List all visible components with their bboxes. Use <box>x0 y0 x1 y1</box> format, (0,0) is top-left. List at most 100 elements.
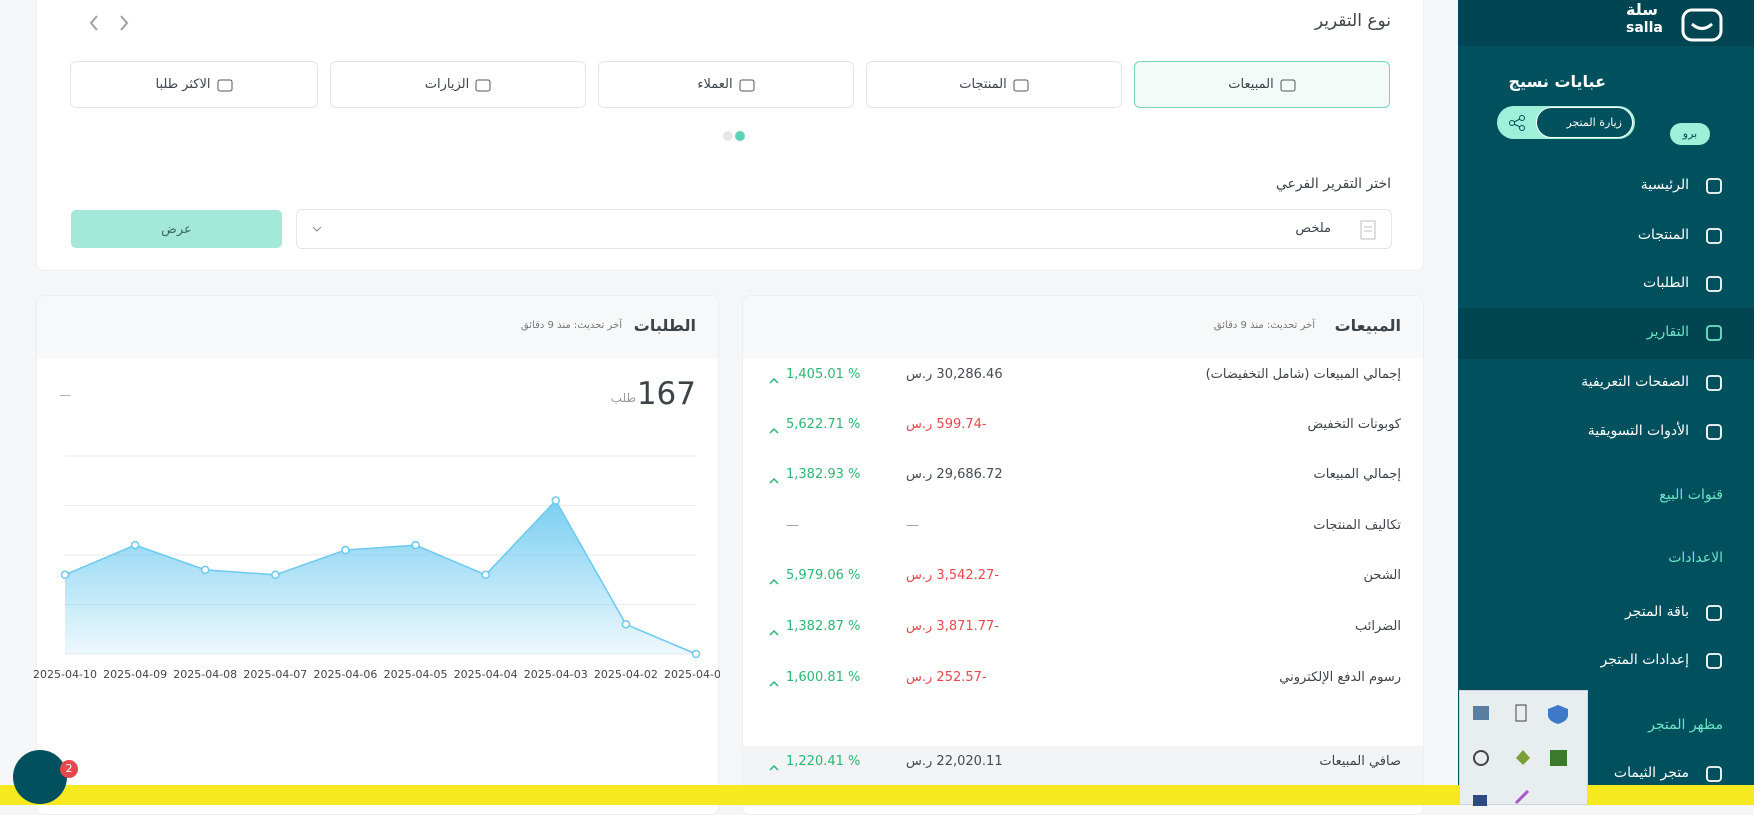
menu-icon <box>1705 765 1723 783</box>
subreport-value: ملخص <box>1295 221 1331 236</box>
row-amount: -252.57 ر.س <box>906 670 987 685</box>
tray-icons[interactable] <box>1460 691 1589 806</box>
menu-icon <box>1705 604 1723 622</box>
chat-button[interactable] <box>13 750 67 804</box>
tab-icon <box>475 79 491 91</box>
row-label: رسوم الدفع الإلكتروني <box>1279 670 1401 685</box>
menu-icon <box>1705 324 1723 342</box>
row-change: — <box>786 518 799 533</box>
plan-badge: برو <box>1670 123 1710 145</box>
trend-arrow <box>769 471 779 484</box>
dot[interactable] <box>723 131 733 141</box>
row-change: 1,382.87 % <box>786 619 861 634</box>
menu-item[interactable]: متجر الثيمات <box>1613 765 1689 781</box>
x-tick-label: 2025-04-07 <box>243 668 307 681</box>
x-tick-label: 2025-04-05 <box>384 668 448 681</box>
orders-chart: 2025-04-01 2025-04-02 2025-04-03 2025-04-04… <box>33 455 720 681</box>
visit-store[interactable]: زيارة المتجر <box>1536 107 1633 138</box>
menu-section[interactable]: مظهر المتجر <box>1648 717 1723 733</box>
row-amount: 22,020.11 ر.س <box>906 754 1003 769</box>
sales-title: المبيعات <box>1334 316 1401 335</box>
view-button[interactable]: عرض <box>71 210 282 248</box>
x-tick-label: 2025-04-09 <box>103 668 167 681</box>
dot-active[interactable] <box>735 131 745 141</box>
menu-item[interactable]: باقة المتجر <box>1624 604 1689 620</box>
report-tab[interactable]: المبيعات <box>1134 61 1390 108</box>
store-name: عبايات نسيج <box>1508 72 1606 91</box>
line <box>64 499 697 655</box>
report-tab[interactable]: العملاء <box>598 61 854 108</box>
x-tick-label: 2025-04-02 <box>594 668 658 681</box>
row-change: 5,622.71 % <box>786 417 861 432</box>
menu-item[interactable]: التقارير <box>1646 324 1689 340</box>
menu-icon <box>1705 177 1723 195</box>
report-tab[interactable]: المنتجات <box>866 61 1122 108</box>
row-label: إجمالي المبيعات (شامل التخفيضات) <box>1205 367 1401 382</box>
row-label: صافي المبيعات <box>1319 754 1401 769</box>
menu-icon <box>1705 374 1723 392</box>
row-change: 1,220.41 % <box>786 754 861 769</box>
subreport-select[interactable]: ملخص <box>296 209 1392 249</box>
x-tick-label: 2025-04-10 <box>33 668 97 681</box>
orders-total: 167 <box>636 376 696 412</box>
report-tab[interactable]: الزيارات <box>330 61 586 108</box>
sales-header <box>743 296 1423 358</box>
menu-icon <box>1705 275 1723 293</box>
trend-arrow <box>769 758 779 771</box>
row-label: الشحن <box>1363 568 1401 583</box>
orders-title: الطلبات <box>633 316 696 335</box>
row-label: إجمالي المبيعات <box>1313 467 1401 482</box>
notice-banner <box>0 785 1754 805</box>
tab-label: المبيعات <box>1228 77 1274 92</box>
pager-arrows[interactable] <box>81 11 141 35</box>
row-amount: -599.74 ر.س <box>906 417 987 432</box>
row-amount: 29,686.72 ر.س <box>906 467 1003 482</box>
tab-icon <box>1280 79 1296 91</box>
report-tab[interactable]: الاكثر طلبا <box>70 61 318 108</box>
row-change: 5,979.06 % <box>786 568 861 583</box>
chat-badge: 2 <box>60 760 78 778</box>
point <box>200 565 210 575</box>
sales-updated: آخر تحديث: منذ 9 دقائق <box>1213 320 1315 331</box>
orders-placeholder: — <box>59 388 71 402</box>
tab-icon <box>739 79 755 91</box>
menu-item[interactable]: المنتجات <box>1637 227 1689 243</box>
row-change: 1,382.93 % <box>786 467 861 482</box>
menu-item[interactable]: الرئيسية <box>1640 177 1689 193</box>
active-band <box>1458 308 1754 359</box>
row-change: 1,600.81 % <box>786 670 861 685</box>
row-amount: -3,871.77 ر.س <box>906 619 1000 634</box>
menu-section[interactable]: قنوات البيع <box>1659 487 1723 503</box>
logo-text: سلة <box>1626 0 1658 19</box>
menu-item[interactable]: الطلبات <box>1643 275 1689 291</box>
tab-label: العملاء <box>697 77 733 92</box>
tab-label: الزيارات <box>424 77 470 92</box>
menu-item[interactable]: الصفحات التعريفية <box>1581 374 1689 390</box>
tab-label: المنتجات <box>959 77 1007 92</box>
trend-arrow <box>769 421 779 434</box>
tray-popup <box>1459 690 1589 806</box>
sidebar-top <box>1458 0 1754 46</box>
row-label: تكاليف المنتجات <box>1313 518 1401 533</box>
menu-icon <box>1705 227 1723 245</box>
menu-icon <box>1705 652 1723 670</box>
x-tick-label: 2025-04-08 <box>173 668 237 681</box>
logo-icon <box>1681 8 1723 42</box>
share-icon <box>1509 115 1525 131</box>
doc-icon <box>1360 220 1376 240</box>
menu-section[interactable]: الاعدادات <box>1668 550 1723 566</box>
point <box>60 570 70 580</box>
point <box>621 620 631 629</box>
row-amount: 30,286.46 ر.س <box>906 367 1003 382</box>
point <box>130 540 140 550</box>
trend-arrow <box>769 572 779 585</box>
menu-item[interactable]: الأدوات التسويقية <box>1587 423 1689 439</box>
orders-updated: آخر تحديث: منذ 9 دقائق <box>520 320 622 331</box>
sales-card: المبيعات آخر تحديث: منذ 9 دقائق <box>742 295 1424 815</box>
menu-item[interactable]: إعدادات المتجر <box>1600 652 1689 668</box>
row-change: 1,405.01 % <box>786 367 861 382</box>
row-label: الضرائب <box>1354 619 1401 634</box>
point <box>551 496 561 505</box>
